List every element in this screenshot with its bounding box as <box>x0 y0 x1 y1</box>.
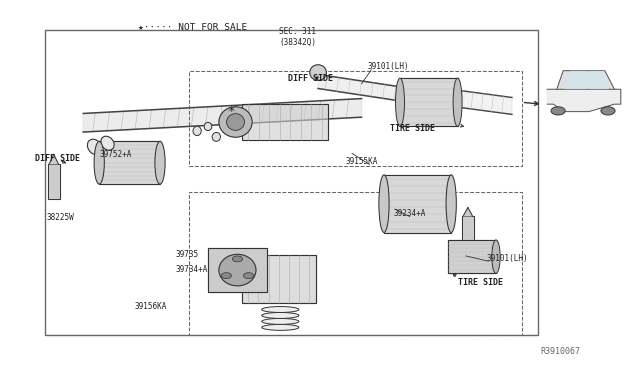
Polygon shape <box>458 90 512 115</box>
Polygon shape <box>242 255 316 303</box>
Ellipse shape <box>212 132 220 141</box>
Polygon shape <box>208 248 267 292</box>
Polygon shape <box>589 71 608 89</box>
Ellipse shape <box>262 312 299 318</box>
Polygon shape <box>48 164 60 199</box>
Ellipse shape <box>262 324 299 330</box>
Ellipse shape <box>446 175 456 232</box>
Text: 39101(LH): 39101(LH) <box>486 254 528 263</box>
Ellipse shape <box>232 256 243 262</box>
Text: TIRE SIDE: TIRE SIDE <box>390 124 435 133</box>
Bar <box>384 175 451 232</box>
Ellipse shape <box>219 107 252 137</box>
Bar <box>242 104 328 140</box>
Ellipse shape <box>492 240 500 273</box>
Ellipse shape <box>221 273 232 279</box>
Text: 39156KA: 39156KA <box>134 302 167 311</box>
Polygon shape <box>463 208 472 216</box>
Bar <box>189 192 522 335</box>
Ellipse shape <box>262 307 299 312</box>
Polygon shape <box>462 216 474 249</box>
Text: TIRE SIDE: TIRE SIDE <box>458 278 502 287</box>
Ellipse shape <box>396 78 404 126</box>
Polygon shape <box>83 99 362 132</box>
Text: 39234+A: 39234+A <box>394 209 426 218</box>
Bar <box>208 248 267 292</box>
Ellipse shape <box>155 141 165 184</box>
Text: *: * <box>227 105 234 118</box>
Text: (38342Q): (38342Q) <box>279 38 316 47</box>
Bar <box>189 71 522 166</box>
Ellipse shape <box>601 107 615 115</box>
Polygon shape <box>400 78 458 126</box>
Ellipse shape <box>453 78 462 126</box>
Bar <box>400 78 458 126</box>
Ellipse shape <box>94 141 104 184</box>
Text: 39752+A: 39752+A <box>99 150 132 159</box>
Bar <box>448 240 496 273</box>
Polygon shape <box>49 154 58 164</box>
Bar <box>99 141 160 184</box>
Polygon shape <box>448 240 496 273</box>
Text: 39155KA: 39155KA <box>346 157 378 166</box>
Bar <box>462 216 474 249</box>
Polygon shape <box>242 104 328 140</box>
Ellipse shape <box>262 318 299 324</box>
Text: 39735: 39735 <box>176 250 199 259</box>
Ellipse shape <box>243 273 253 279</box>
Bar <box>45 30 538 335</box>
Text: R3910067: R3910067 <box>541 347 581 356</box>
Ellipse shape <box>204 122 212 131</box>
Bar <box>48 164 60 199</box>
Polygon shape <box>547 89 621 112</box>
Ellipse shape <box>379 175 389 232</box>
Ellipse shape <box>310 65 326 80</box>
Ellipse shape <box>227 114 244 131</box>
Polygon shape <box>564 71 586 89</box>
Polygon shape <box>557 71 614 89</box>
Text: 39734+A: 39734+A <box>176 265 209 274</box>
Text: DIFF SIDE: DIFF SIDE <box>288 74 333 83</box>
Ellipse shape <box>193 126 201 136</box>
Text: SEC. 311: SEC. 311 <box>279 27 316 36</box>
Text: ★····· NOT FOR SALE: ★····· NOT FOR SALE <box>138 23 247 32</box>
Bar <box>242 255 316 303</box>
Ellipse shape <box>551 107 565 115</box>
Ellipse shape <box>101 136 114 150</box>
Text: 38225W: 38225W <box>46 213 74 222</box>
Polygon shape <box>384 175 451 232</box>
Polygon shape <box>318 74 397 100</box>
Ellipse shape <box>219 254 256 286</box>
Ellipse shape <box>88 139 102 155</box>
Text: DIFF SIDE: DIFF SIDE <box>35 154 80 163</box>
Text: 39101(LH): 39101(LH) <box>368 62 410 71</box>
Polygon shape <box>99 141 160 184</box>
